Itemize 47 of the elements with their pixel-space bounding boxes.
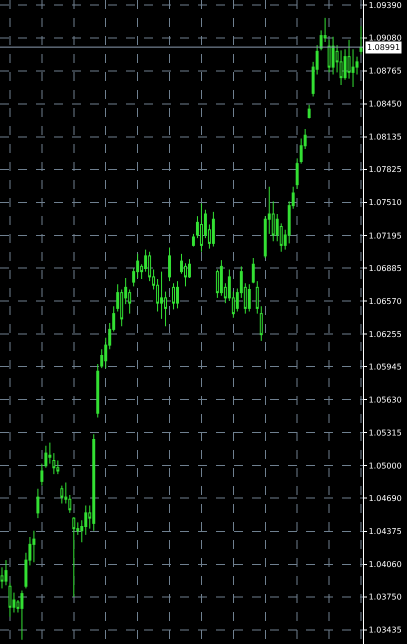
candlestick <box>4 560 8 586</box>
y-tick-label: 1.05315 <box>368 428 402 438</box>
candlestick <box>72 516 76 598</box>
y-tick-label: 1.07510 <box>368 198 402 208</box>
candlestick <box>44 445 48 468</box>
y-tick-label: 1.09080 <box>368 34 402 43</box>
y-tick-label: 1.08765 <box>368 66 402 76</box>
y-tick-label: 1.05945 <box>368 362 402 372</box>
candlestick <box>252 258 255 284</box>
y-tick-label: 1.05630 <box>368 395 402 404</box>
candlestick <box>40 463 44 486</box>
candlestick <box>60 485 64 504</box>
candlestick <box>172 282 175 310</box>
y-tick-label: 1.05000 <box>368 461 402 470</box>
y-tick-label: 1.06570 <box>368 296 402 306</box>
y-tick-label: 1.07825 <box>368 165 402 174</box>
y-tick-label: 1.09390 <box>368 1 402 10</box>
y-tick-label: 1.08450 <box>368 100 402 109</box>
y-tick-label: 1.03435 <box>368 626 402 635</box>
y-tick-label: 1.04690 <box>368 494 402 504</box>
candlestick <box>296 158 299 190</box>
y-tick-label: 1.04060 <box>368 560 402 570</box>
candlestick <box>176 280 179 309</box>
candlestick <box>260 306 263 342</box>
candlestick <box>52 452 56 475</box>
candlestick <box>212 211 215 247</box>
candlestick <box>36 488 40 519</box>
candlestick <box>168 247 172 282</box>
y-tick-label: 1.03750 <box>368 592 402 602</box>
candlestick <box>332 36 335 75</box>
y-tick-label: 1.06255 <box>368 330 402 339</box>
ref-line-label: 1.08991 <box>367 43 400 52</box>
candlestick <box>360 26 362 56</box>
candlestick <box>256 280 259 314</box>
candlestick <box>48 442 52 464</box>
candlestick <box>8 582 12 618</box>
candlestick <box>20 590 24 640</box>
candlestick <box>308 104 311 120</box>
candlestick <box>192 233 195 247</box>
y-tick-label: 1.07195 <box>368 231 402 240</box>
candlestick <box>248 284 251 312</box>
y-tick-label: 1.06885 <box>368 264 402 273</box>
candlestick <box>200 202 203 252</box>
candlestick <box>328 39 331 73</box>
y-tick-label: 1.08135 <box>368 132 402 142</box>
y-tick-label: 1.04375 <box>368 527 402 536</box>
candlestick <box>32 530 36 563</box>
